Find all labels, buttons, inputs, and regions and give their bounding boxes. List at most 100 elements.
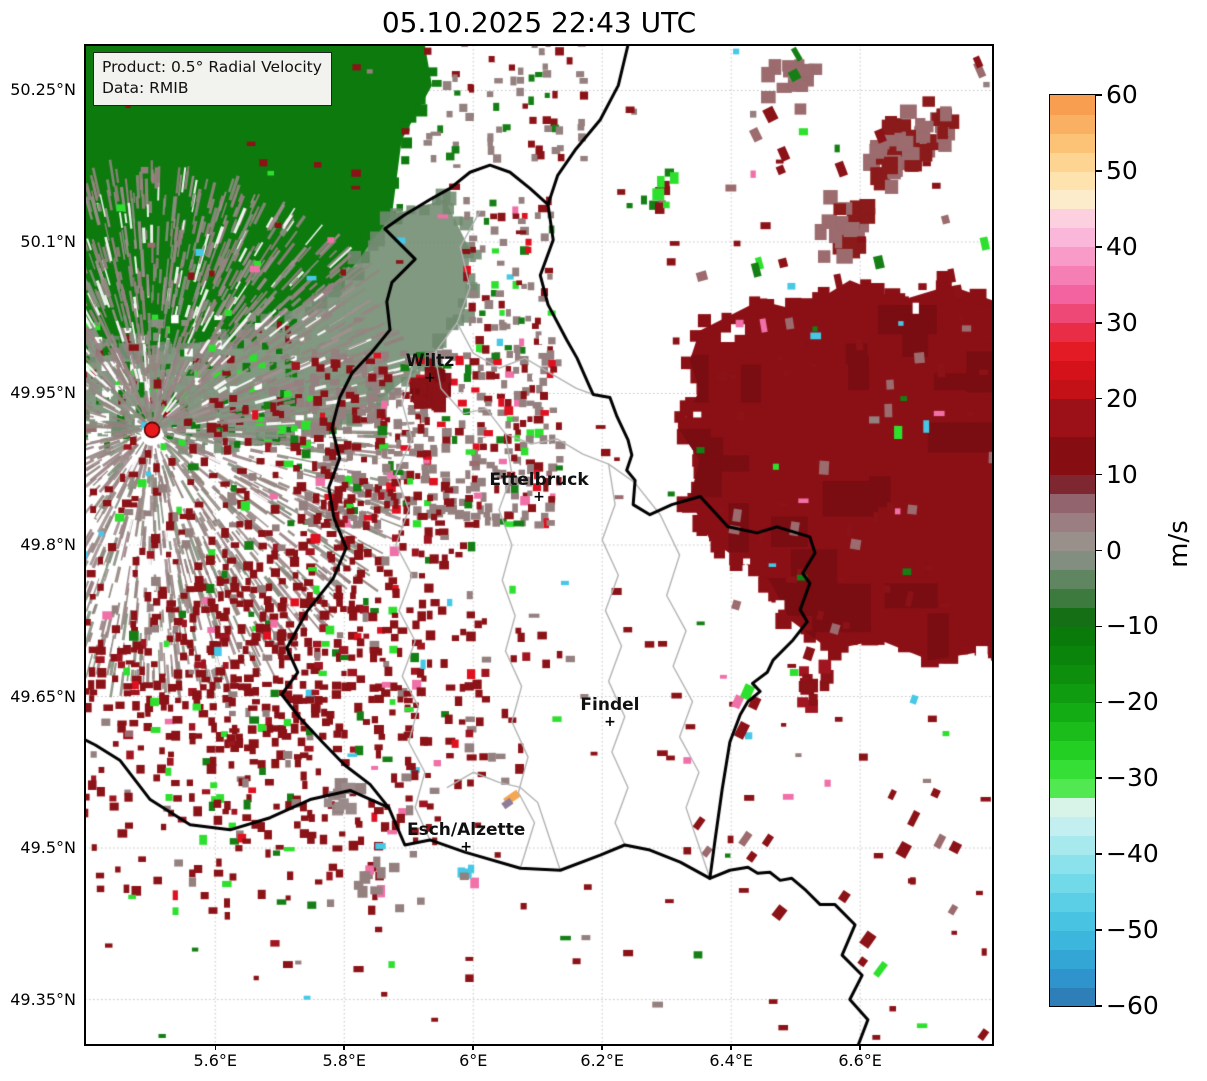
city-marker: + [604,713,616,730]
colorbar-band [1050,360,1095,381]
colorbar-band [1050,740,1095,760]
colorbar-tick-mark [1096,777,1102,780]
colorbar-band [1050,797,1095,817]
colorbar-tick-label: 10 [1106,459,1138,489]
colorbar-tick-label: −60 [1106,991,1159,1020]
x-axis-tick-mark [343,1045,345,1050]
x-axis-tick-label: 5.6°E [193,1051,238,1070]
product-info-box: Product: 0.5° Radial Velocity Data: RMIB [93,52,332,106]
city-marker: + [460,839,472,856]
colorbar-tick-mark [1096,929,1102,931]
x-axis-tick-label: 5.8°E [322,1051,367,1070]
colorbar-tick-mark [1096,625,1102,628]
y-axis-tick-label: 49.8°N [20,535,76,554]
colorbar-band [1050,284,1095,305]
x-axis-tick-label: 6.6°E [838,1051,882,1070]
y-axis-tick-label: 50.1°N [20,231,76,251]
colorbar-tick-label: −10 [1106,611,1159,641]
colorbar-band [1050,569,1095,590]
colorbar-tick-label: 30 [1106,307,1138,337]
colorbar-band [1050,664,1095,684]
colorbar-band [1050,721,1095,741]
colorbar-band [1050,550,1095,571]
city-label: Findel [580,694,640,715]
colorbar-tick-label: 20 [1106,383,1138,413]
colorbar-band [1050,474,1095,495]
x-axis-tick-mark [472,1045,474,1050]
colorbar-band [1050,170,1095,191]
colorbar-tick-mark [1096,853,1102,855]
colorbar-frame [1049,94,1096,1007]
colorbar-band [1050,95,1095,115]
colorbar-tick-label: −30 [1106,763,1159,793]
colorbar-tick-mark [1096,397,1102,400]
colorbar-band [1050,588,1095,609]
colorbar-band [1050,816,1095,836]
x-axis-tick-mark [601,1045,603,1050]
x-axis-tick-label: 6°E [459,1051,488,1070]
colorbar-unit-label: m/s [1164,520,1194,568]
colorbar-tick-label: −50 [1106,915,1159,945]
colorbar-band [1050,246,1095,267]
colorbar-tick-mark [1096,246,1102,248]
product-label: Product: 0.5° Radial Velocity [102,58,322,76]
colorbar-band [1050,208,1095,229]
colorbar-band [1050,949,1095,969]
colorbar-band [1050,436,1095,476]
colorbar-band [1050,322,1095,343]
colorbar-tick-mark [1096,549,1102,552]
chart-title: 05.10.2025 22:43 UTC [381,6,697,39]
colorbar-tick-mark [1096,473,1102,476]
colorbar-band [1050,854,1095,874]
colorbar-band [1050,227,1095,248]
colorbar-band [1050,702,1095,722]
colorbar-band [1050,189,1095,210]
city-marker: + [533,488,545,505]
colorbar-band [1050,759,1095,779]
colorbar-band [1050,265,1095,286]
x-axis-tick-mark [730,1045,732,1050]
x-axis-tick-mark [859,1045,861,1050]
colorbar-band [1050,398,1095,438]
colorbar-band [1050,379,1095,400]
colorbar-band [1050,151,1095,172]
colorbar-band [1050,987,1095,1006]
colorbar [1050,95,1095,1006]
x-axis-tick-label: 6.2°E [580,1051,624,1070]
colorbar-band [1050,835,1095,855]
city-label: Ettelbruck [489,469,589,490]
colorbar-band [1050,132,1095,153]
colorbar-band [1050,607,1095,628]
data-source-label: Data: RMIB [102,79,189,98]
x-axis-tick-mark [214,1045,217,1050]
colorbar-band [1050,341,1095,362]
colorbar-tick-mark [1096,94,1102,96]
x-axis-tick-label: 6.4°E [709,1051,753,1070]
colorbar-tick-label: −40 [1106,839,1159,869]
colorbar-band [1050,892,1095,912]
y-axis-tick-label: 50.25°N [10,80,76,100]
city-label: Esch/Alzette [406,820,526,841]
colorbar-band [1050,512,1095,533]
colorbar-band [1050,873,1095,893]
colorbar-tick-label: 50 [1106,155,1138,185]
colorbar-band [1050,968,1095,988]
colorbar-band [1050,930,1095,950]
colorbar-tick-mark [1096,1005,1102,1007]
colorbar-band [1050,683,1095,703]
colorbar-tick-label: 40 [1106,231,1138,261]
colorbar-band [1050,493,1095,514]
y-axis-tick-label: 49.35°N [10,989,76,1009]
colorbar-band [1050,645,1095,665]
y-axis-tick-label: 49.65°N [10,686,76,706]
colorbar-tick-label: −20 [1106,687,1159,717]
colorbar-band [1050,531,1095,552]
colorbar-tick-mark [1096,321,1102,324]
colorbar-band [1050,626,1095,646]
colorbar-tick-label: 60 [1106,80,1138,109]
colorbar-tick-label: 0 [1106,535,1122,565]
colorbar-band [1050,113,1095,134]
radar-map-canvas [85,45,993,1045]
y-axis-tick-label: 49.5°N [20,838,76,858]
